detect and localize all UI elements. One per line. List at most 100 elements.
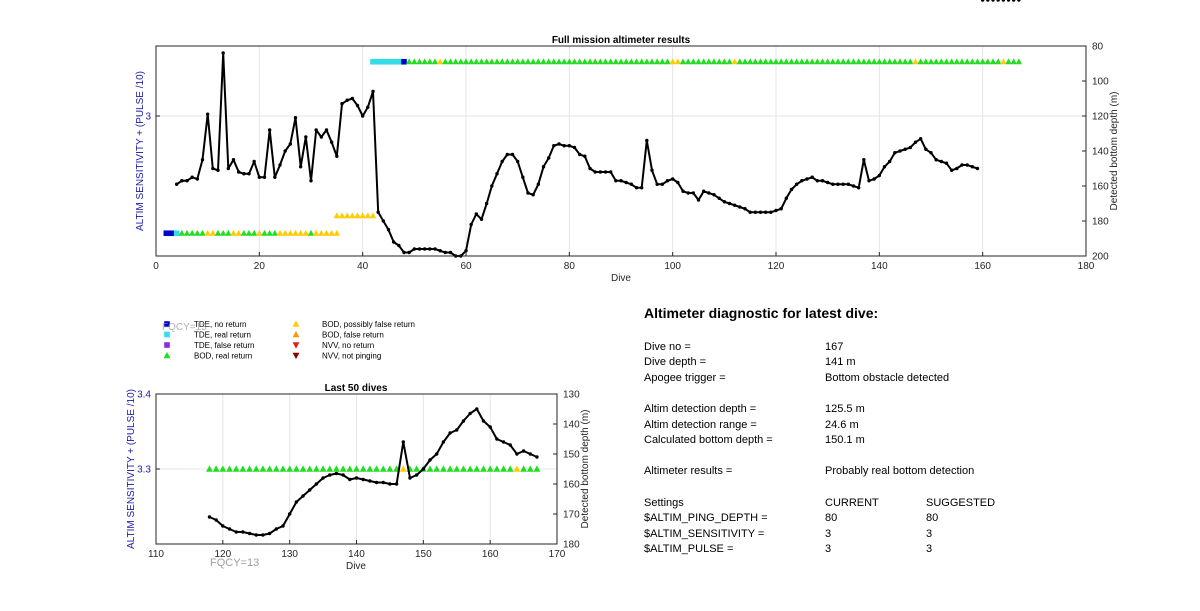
bod-real-return-marker	[426, 58, 434, 65]
depth-point	[955, 166, 959, 171]
bod-real-return-marker	[643, 58, 651, 65]
right-tick-label: 160	[1092, 182, 1109, 193]
bod-real-return-marker	[762, 58, 769, 65]
depth-point	[500, 159, 504, 164]
full-mission-x-label: Dive	[611, 273, 631, 284]
depth-point	[335, 154, 339, 158]
last-50-x-label: Dive	[346, 561, 366, 572]
settings-current-header: CURRENT	[825, 497, 879, 509]
bod-real-return-marker	[426, 465, 434, 472]
depth-point	[374, 480, 379, 485]
bod-possibly-false-marker	[354, 212, 361, 219]
last-50-depth-line	[207, 407, 539, 537]
depth-point	[394, 482, 399, 486]
x-tick-label: 130	[281, 549, 298, 560]
bod-real-return-marker	[488, 58, 496, 65]
depth-point	[180, 179, 184, 183]
bod-real-return-marker	[266, 229, 273, 236]
depth-point	[655, 182, 659, 186]
depth-point	[696, 198, 701, 202]
depth-point	[603, 170, 608, 174]
bod-real-return-marker	[927, 58, 935, 65]
bod-real-return-marker	[597, 58, 604, 65]
depth-point	[200, 158, 205, 162]
x-tick-label: 100	[664, 261, 681, 272]
depth-point	[283, 149, 287, 153]
depth-point	[341, 473, 345, 477]
altimeter-results-value: Probably real bottom detection	[825, 465, 975, 477]
tde-real-return-marker	[380, 58, 387, 65]
bod-real-return-marker	[359, 465, 367, 472]
depth-point	[521, 449, 526, 453]
right-tick-label: 80	[1092, 42, 1104, 53]
full-mission-marker-strips	[163, 58, 1023, 237]
setting-suggested-value: 80	[926, 512, 939, 524]
depth-point	[414, 473, 419, 477]
x-tick-label: 0	[153, 261, 159, 272]
bod-real-return-marker	[366, 465, 374, 472]
bod-real-return-marker	[452, 58, 459, 65]
depth-point	[262, 175, 267, 179]
depth-point	[862, 158, 866, 162]
tde-real-return-marker	[375, 58, 381, 65]
depth-point	[867, 179, 871, 183]
depth-point	[856, 186, 861, 190]
bod-real-return-marker	[473, 58, 480, 65]
depth-point	[216, 168, 220, 172]
bod-real-return-marker	[963, 58, 971, 65]
depth-point	[479, 217, 484, 221]
depth-point	[381, 480, 385, 485]
bod-real-return-marker	[969, 58, 976, 65]
setting-name: $ALTIM_PING_DEPTH =	[644, 512, 768, 524]
bod-real-return-marker	[353, 465, 360, 472]
bod-real-return-marker	[379, 465, 387, 472]
depth-point	[360, 114, 365, 118]
bod-real-return-marker	[214, 229, 222, 236]
depth-point	[226, 166, 231, 171]
depth-point	[567, 144, 572, 148]
depth-point	[924, 147, 928, 151]
bod-real-return-marker	[299, 465, 307, 472]
bod-real-return-marker	[240, 229, 248, 236]
bod-possibly-false-marker	[364, 212, 372, 219]
bod-possibly-false-marker	[204, 229, 211, 236]
bod-possibly-false-marker	[399, 465, 407, 472]
depth-point	[227, 527, 232, 531]
depth-point	[970, 165, 975, 169]
bod-possibly-false-marker	[669, 58, 676, 65]
depth-point	[608, 170, 613, 174]
bod-possibly-false-marker	[436, 58, 444, 65]
depth-point	[541, 165, 546, 169]
full-mission-right-y-label: Detected bottom depth (m)	[1109, 92, 1120, 211]
bod-real-return-marker	[279, 465, 287, 472]
bod-possibly-false-marker	[318, 229, 325, 236]
bod-real-return-marker	[535, 58, 542, 65]
depth-point	[645, 138, 649, 143]
depth-point	[340, 102, 344, 106]
depth-point	[650, 168, 654, 172]
right-tick-label: 180	[1092, 217, 1109, 228]
setting-current-value: 80	[825, 512, 838, 524]
altim-detection-depth-label: Altim detection depth =	[644, 403, 757, 415]
depth-point	[376, 210, 380, 214]
depth-point	[448, 250, 453, 255]
dive-no-value: 167	[825, 341, 844, 353]
x-tick-label: 170	[549, 549, 566, 560]
bod-real-return-marker	[690, 58, 697, 65]
dive-depth-label: Dive depth =	[644, 356, 707, 368]
diagnostic-heading: Altimeter diagnostic for latest dive:	[644, 305, 879, 321]
depth-point	[391, 240, 396, 244]
bod-possibly-false-marker	[369, 212, 377, 219]
legend-fqcy-overlay: FQCY=13	[162, 322, 207, 333]
bod-real-return-marker	[524, 58, 532, 65]
depth-point	[526, 191, 530, 195]
depth-point	[490, 184, 494, 188]
bod-real-return-marker	[386, 465, 394, 472]
bod-real-return-marker	[478, 58, 485, 65]
depth-point	[846, 182, 851, 186]
right-tick-label: 120	[1092, 112, 1109, 123]
bod-real-return-marker	[493, 58, 501, 65]
bod-real-return-marker	[628, 58, 635, 65]
bod-possibly-false-marker	[287, 229, 294, 236]
